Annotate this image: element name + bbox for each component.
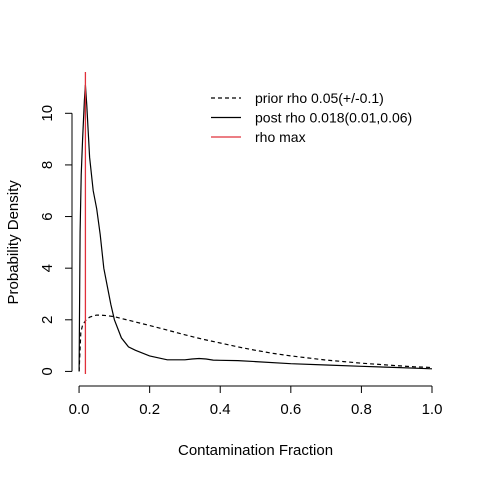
legend-label-posterior: post rho 0.018(0.01,0.06)	[255, 110, 412, 126]
x-tick-label: 0.0	[69, 401, 90, 418]
x-axis: 0.0 0.2 0.4 0.6 0.8 1.0	[69, 385, 443, 418]
x-tick-label: 0.4	[210, 401, 231, 418]
y-tick-label: 4	[39, 264, 56, 272]
y-tick-label: 2	[39, 316, 56, 324]
x-tick-label: 0.8	[351, 401, 372, 418]
y-axis: 0 2 4 6 8 10	[39, 105, 73, 376]
y-tick-label: 0	[39, 367, 56, 375]
prior-density-line	[78, 314, 433, 372]
y-tick-label: 8	[39, 161, 56, 169]
x-axis-title: Contamination Fraction	[178, 442, 333, 459]
y-axis-title: Probability Density	[5, 180, 22, 305]
legend: prior rho 0.05(+/-0.1) post rho 0.018(0.…	[211, 90, 412, 145]
x-tick-label: 0.6	[280, 401, 301, 418]
x-tick-label: 1.0	[422, 401, 443, 418]
plot-lines	[78, 84, 433, 372]
x-tick-label: 0.2	[139, 401, 160, 418]
legend-label-rho-max: rho max	[255, 129, 306, 145]
legend-label-prior: prior rho 0.05(+/-0.1)	[255, 90, 384, 106]
posterior-density-line	[78, 84, 433, 372]
y-tick-label: 10	[39, 105, 56, 122]
y-tick-label: 6	[39, 212, 56, 220]
